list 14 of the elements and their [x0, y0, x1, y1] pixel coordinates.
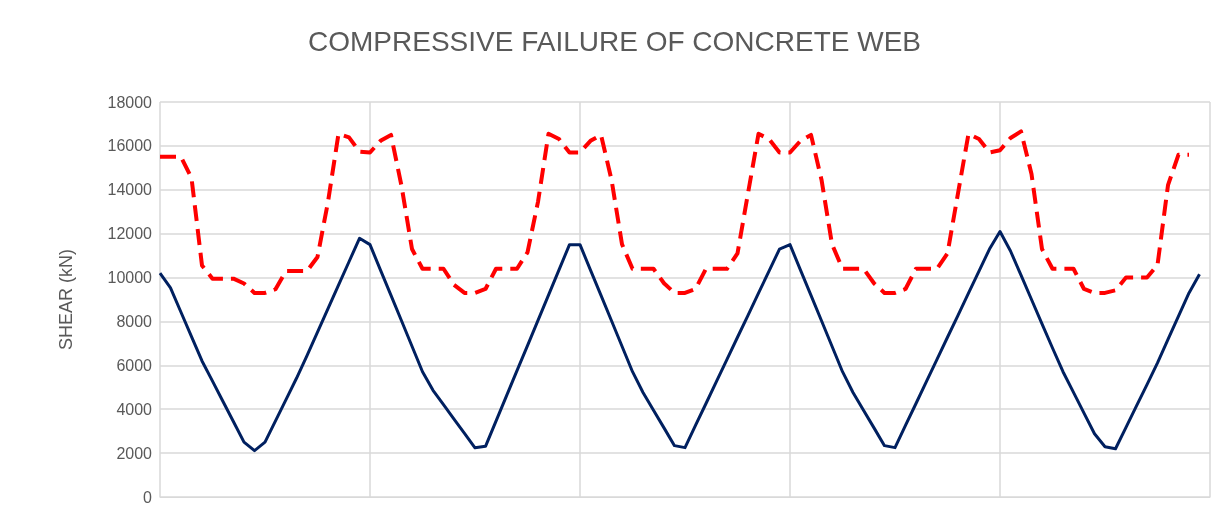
y-tick-label: 6000: [116, 356, 153, 374]
y-tick-label: 0: [143, 488, 153, 506]
y-tick-label: 18000: [107, 93, 153, 111]
line-series: [158, 229, 1201, 453]
y-tick-label: 2000: [116, 444, 153, 462]
y-tick-label: 4000: [116, 400, 153, 418]
chart-title: COMPRESSIVE FAILURE OF CONCRETE WEB: [308, 25, 921, 57]
y-tick-label: 16000: [107, 137, 153, 155]
y-tick-label: 14000: [107, 181, 153, 199]
y-tick-label: 8000: [116, 312, 153, 330]
y-tick-label: 10000: [107, 269, 153, 287]
line-series: [158, 129, 1191, 295]
y-axis-title: SHEAR (kN): [56, 248, 76, 351]
y-tick-label: 12000: [107, 225, 153, 243]
